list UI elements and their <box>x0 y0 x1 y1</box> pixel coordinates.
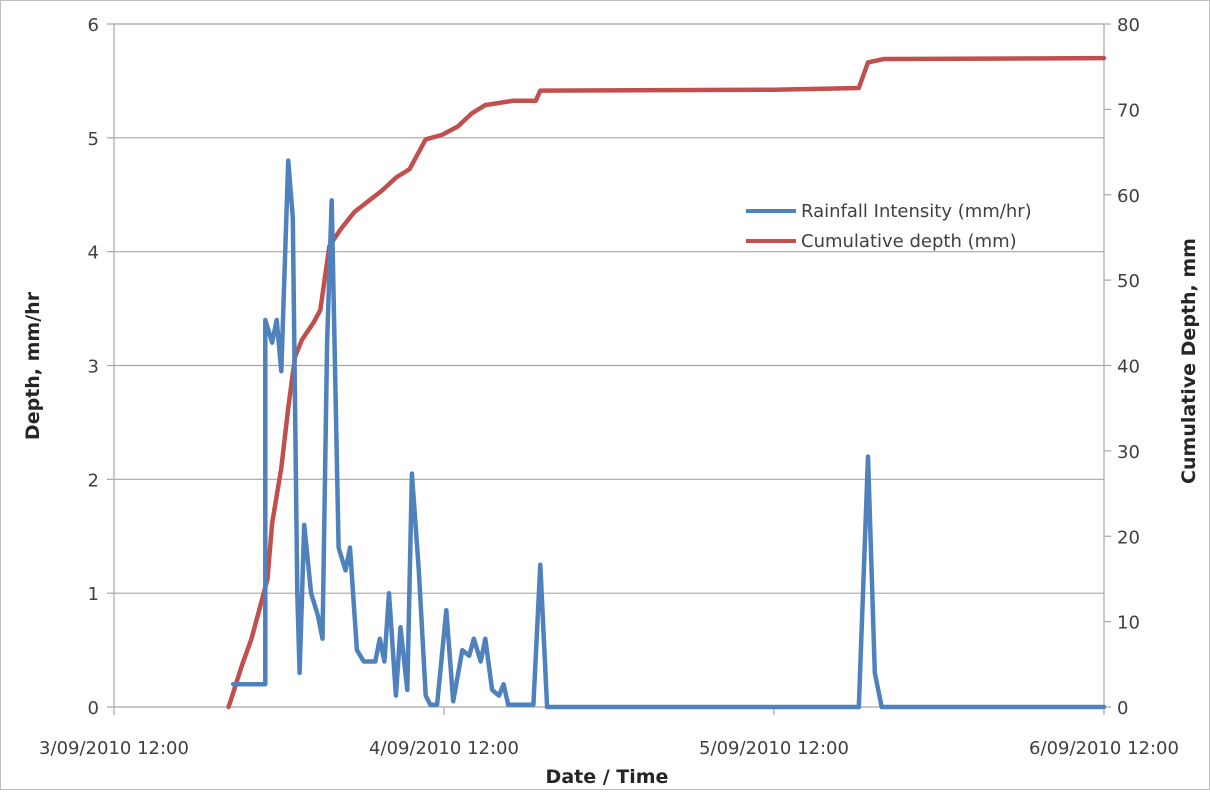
y-axis-title: Depth, mm/hr <box>22 291 44 440</box>
y-tick-label: 6 <box>88 15 99 36</box>
y2-tick-label: 10 <box>1117 613 1140 634</box>
y2-tick-label: 70 <box>1117 100 1140 121</box>
y2-tick-label: 20 <box>1117 527 1140 548</box>
series-line-rainfall-intensity <box>230 158 1107 710</box>
y2-tick-label: 50 <box>1117 271 1140 292</box>
y-tick-label: 3 <box>88 357 99 378</box>
x-axis-title: Date / Time <box>546 766 669 788</box>
y-tick-label: 5 <box>88 129 99 150</box>
gridlines <box>114 23 1104 594</box>
series-layer <box>226 55 1107 710</box>
x-tick-label: 3/09/2010 12:00 <box>39 738 189 759</box>
y2-tick-label: 40 <box>1117 357 1140 378</box>
y-tick-label: 4 <box>88 243 99 264</box>
legend: Rainfall Intensity (mm/hr) Cumulative de… <box>746 201 1032 252</box>
legend-label-rainfall: Rainfall Intensity (mm/hr) <box>801 201 1032 222</box>
y-tick-label: 2 <box>88 470 99 491</box>
y2-axis-title: Cumulative Depth, mm <box>1178 238 1200 484</box>
y2-tick-label: 80 <box>1117 15 1140 36</box>
y-tick-label: 0 <box>88 698 99 719</box>
y-tick-label: 1 <box>88 584 99 605</box>
x-tick-label: 4/09/2010 12:00 <box>369 738 519 759</box>
legend-label-cumulative: Cumulative depth (mm) <box>801 231 1017 252</box>
x-tick-label: 5/09/2010 12:00 <box>699 738 849 759</box>
y2-tick-label: 60 <box>1117 186 1140 207</box>
y2-tick-label: 30 <box>1117 442 1140 463</box>
y2-tick-label: 0 <box>1117 698 1128 719</box>
series-line-cumulative-depth <box>226 55 1107 710</box>
tick-labels: 3/09/2010 12:00 4/09/2010 12:00 5/09/2010 … <box>39 15 1179 759</box>
x-tick-label: 6/09/2010 12:00 <box>1029 738 1179 759</box>
